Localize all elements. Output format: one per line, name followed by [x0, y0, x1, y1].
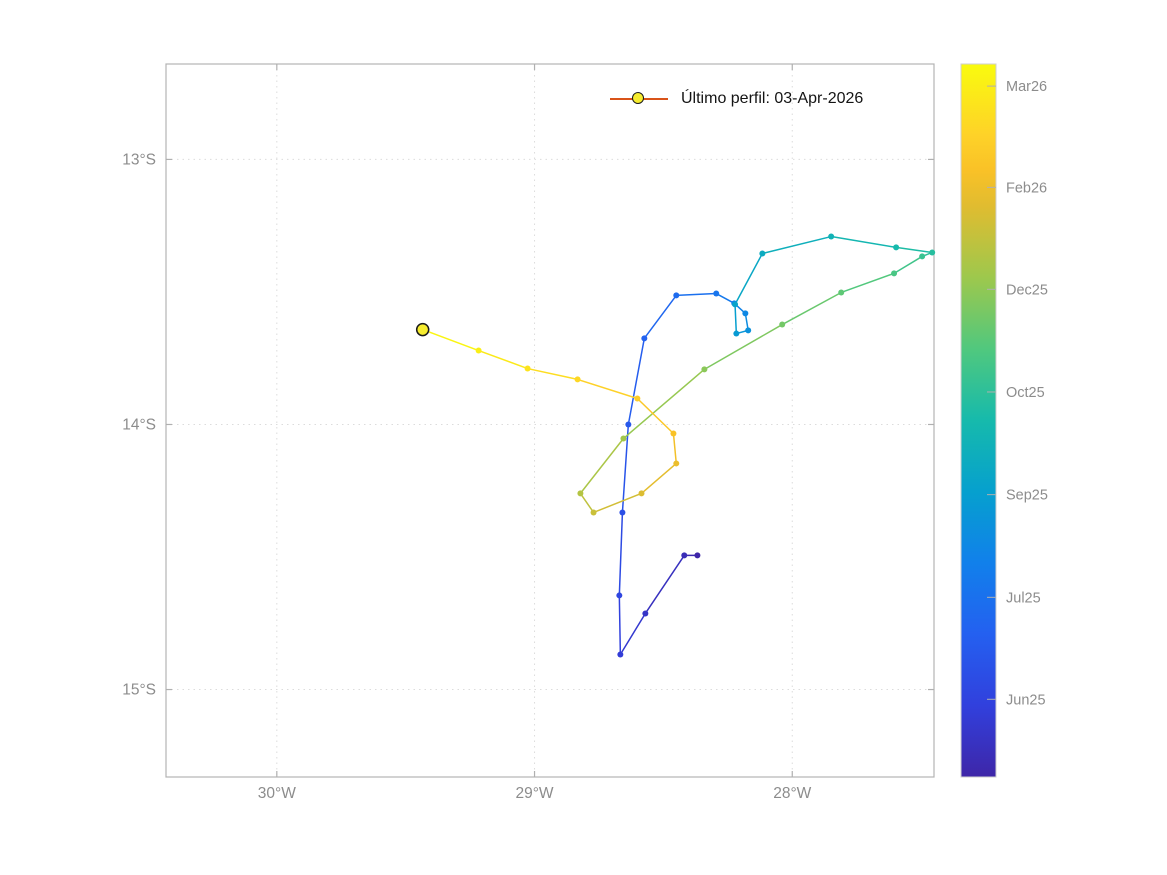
colorbar-tick-label: Sep25: [1006, 488, 1048, 504]
trajectory-segment: [840, 272, 895, 294]
profile-point: [638, 490, 645, 497]
trajectory-segment: [781, 291, 842, 326]
trajectory-segment: [675, 292, 717, 297]
trajectory-segment: [761, 235, 832, 255]
profile-point: [475, 347, 482, 354]
profile-point: [779, 321, 786, 328]
legend-label: Último perfil: 03-Apr-2026: [681, 90, 864, 107]
profile-point: [733, 330, 740, 337]
trajectory-segment: [672, 432, 678, 465]
profile-point: [625, 421, 632, 428]
profile-point: [742, 310, 749, 317]
colorbar-tick-label: Jul25: [1006, 590, 1041, 606]
colorbar-tick-label: Oct25: [1006, 385, 1045, 401]
trajectory-segment: [644, 554, 686, 615]
profile-point: [745, 327, 752, 334]
profile-point: [641, 335, 648, 342]
trajectory-segment: [893, 255, 923, 275]
plot-border: [165, 63, 935, 778]
trajectory-segment: [703, 323, 783, 371]
trajectory-segment: [734, 252, 764, 306]
trajectory-segment: [643, 294, 678, 340]
profile-point: [701, 366, 708, 373]
trajectory-segment: [618, 511, 624, 597]
profile-point: [732, 301, 739, 308]
colorbar-tick-label: Feb26: [1006, 180, 1047, 196]
profile-point: [574, 376, 581, 383]
profile-point: [681, 552, 688, 559]
legend: Último perfil: 03-Apr-2026: [610, 88, 863, 110]
trajectory-segment: [421, 328, 480, 352]
trajectory-segment: [715, 292, 736, 305]
trajectory-segment: [618, 594, 622, 656]
x-tick-label: 29°W: [515, 785, 553, 802]
trajectory-segment: [619, 612, 647, 656]
colorbar-tick-label: Mar26: [1006, 79, 1047, 95]
profile-point: [634, 395, 641, 402]
profile-point: [619, 509, 626, 516]
trajectory-segment: [734, 303, 738, 335]
profile-point: [759, 250, 766, 257]
x-tick-label: 28°W: [773, 785, 811, 802]
trajectory-segment: [579, 492, 595, 514]
trajectory-segment: [830, 235, 897, 249]
x-tick-label: 30°W: [258, 785, 296, 802]
trajectory-segment: [477, 349, 529, 370]
profile-point: [694, 552, 701, 559]
profile-point: [642, 610, 649, 617]
trajectory-segment: [579, 437, 625, 495]
profile-point: [577, 490, 584, 497]
colorbar: [960, 63, 997, 778]
profile-point: [616, 592, 623, 599]
trajectory-segment: [627, 337, 646, 426]
last-profile-marker: [415, 322, 430, 337]
profile-point: [713, 290, 720, 297]
y-tick-label: 14°S: [122, 416, 156, 433]
profile-point: [929, 249, 936, 256]
profile-point: [673, 460, 680, 467]
profile-point: [670, 430, 677, 437]
profile-point: [828, 233, 835, 240]
profile-point: [919, 253, 926, 260]
trajectory-segment: [622, 368, 706, 440]
profile-point: [838, 289, 845, 296]
trajectory-segment: [526, 367, 579, 381]
profile-point: [620, 435, 627, 442]
trajectory-segment: [576, 378, 639, 400]
legend-sample: [610, 92, 668, 106]
profile-point: [617, 651, 624, 658]
profile-point: [524, 365, 531, 372]
profile-point: [891, 270, 898, 277]
profile-point: [673, 292, 680, 299]
y-tick-label: 15°S: [122, 682, 156, 699]
profile-point: [590, 509, 597, 516]
colorbar-tick-label: Jun25: [1006, 692, 1046, 708]
trajectory-segment: [895, 246, 933, 254]
y-tick-label: 13°S: [122, 151, 156, 168]
last-profile-marker-icon: [632, 92, 644, 104]
trajectory-segment: [621, 423, 630, 514]
profile-point: [893, 244, 900, 251]
trajectory-segment: [592, 492, 643, 514]
colorbar-tick-label: Dec25: [1006, 282, 1048, 298]
trajectory-segment: [640, 462, 678, 495]
trajectory-segment: [636, 397, 675, 435]
